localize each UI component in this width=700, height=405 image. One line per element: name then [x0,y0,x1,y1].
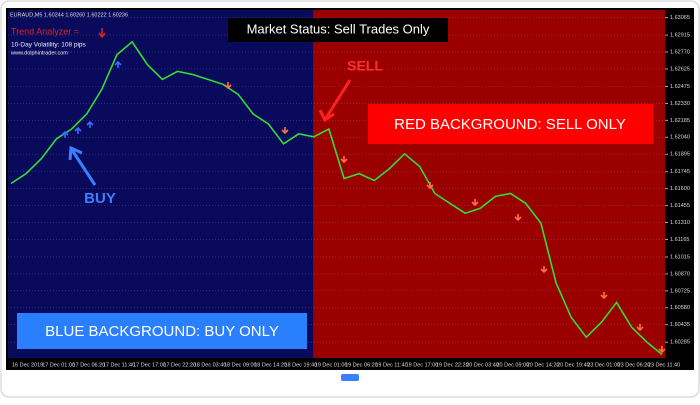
sell-label: SELL [347,58,383,74]
x-tick-label: 19 Dec 06:20 [345,362,378,368]
y-tick-label: 1.60725 [670,288,690,294]
x-tick-label: 20 Dec 03:40 [466,362,499,368]
buy-label: BUY [84,190,116,207]
sell-signal [600,292,608,300]
x-tick-label: 18 Dec 14:20 [254,362,287,368]
y-tick-label: 1.61455 [670,203,690,209]
y-tick-label: 1.61165 [670,237,689,243]
x-tick-label: 18 Dec 19:40 [285,362,318,368]
y-tick-label: 1.62185 [670,118,690,124]
sell-note: RED BACKGROUND: SELL ONLY [394,116,626,133]
x-tick-label: 19 Dec 17:00 [406,362,439,368]
sell-signal [636,324,644,332]
y-tick-label: 1.61745 [670,169,690,175]
x-tick-label: 23 Dec 01:00 [587,362,620,368]
indicator-name: Trend Analyzer = [11,26,79,36]
y-tick-label: 1.60435 [670,322,690,328]
x-tick-label: 17 Dec 22:20 [163,362,196,368]
y-tick-label: 1.62770 [670,49,690,55]
x-tick-label: 20 Dec 09:00 [496,362,529,368]
volatility: 10-Day Volatility: 108 pips [11,42,87,49]
y-tick-label: 1.63065 [670,15,690,21]
scroll-button[interactable] [341,374,359,381]
x-tick-label: 23 Dec 11:40 [648,362,680,368]
x-tick-label: 20 Dec 14:20 [527,362,560,368]
y-tick-label: 1.61600 [670,186,690,192]
price-line [10,40,663,356]
y-tick-label: 1.61015 [670,254,690,260]
y-tick-label: 1.61895 [670,152,690,158]
y-tick-label: 1.62475 [670,84,690,90]
indicator-arrow [98,28,106,39]
sell-signal [514,214,522,222]
buy-signal [61,130,69,138]
x-tick-label: 20 Dec 19:40 [557,362,590,368]
y-tick-label: 1.61310 [670,220,690,226]
sell-signal [224,82,232,90]
y-tick-label: 1.60580 [670,305,690,311]
sell-signal [658,346,666,354]
sell-signal [426,182,434,190]
buy-note: BLUE BACKGROUND: BUY ONLY [45,323,279,340]
x-tick-label: 17 Dec 17:00 [133,362,166,368]
plot [10,40,666,356]
sell-signal [340,156,348,164]
buy-signal [74,126,82,134]
sell-arrow [318,79,352,123]
y-tick-label: 1.62915 [670,33,690,39]
x-tick-label: 17 Dec 01:00 [42,362,75,368]
x-tick-label: 18 Dec 09:00 [224,362,257,368]
buy-zone [8,10,313,358]
sell-signal [281,127,289,135]
x-tick-label: 19 Dec 11:40 [375,362,407,368]
y-tick-label: 1.62040 [670,135,690,141]
y-tick-label: 1.62625 [670,66,690,72]
buy-arrow [68,145,97,186]
buy-note-box [17,313,307,349]
grid [8,17,668,343]
status: Market Status: Sell Trades Only [247,21,430,36]
y-tick-label: 1.62330 [670,101,690,107]
sell-signal [471,199,479,207]
y-tick-label: 1.60285 [670,340,690,346]
x-tick-label: 17 Dec 06:20 [73,362,106,368]
x-tick-label: 18 Dec 03:40 [194,362,227,368]
x-tick-label: 23 Dec 06:20 [618,362,651,368]
buy-signal [114,60,122,68]
sell-note-box [368,104,653,144]
symbol-header: EURAUD,M5 1.60244 1.60260 1.60222 1.6023… [10,12,128,18]
x-tick-label: 19 Dec 01:00 [315,362,348,368]
buy-signal [86,120,94,128]
sell-signal [540,266,548,274]
x-tick-label: 19 Dec 22:20 [436,362,469,368]
sell-zone [313,10,665,358]
y-tick-label: 1.60870 [670,271,690,277]
x-tick-label: 17 Dec 11:40 [103,362,135,368]
x-tick-label: 16 Dec 2019 [12,362,43,368]
website: www.dolphintrader.com [10,50,68,56]
status-box [228,18,448,42]
